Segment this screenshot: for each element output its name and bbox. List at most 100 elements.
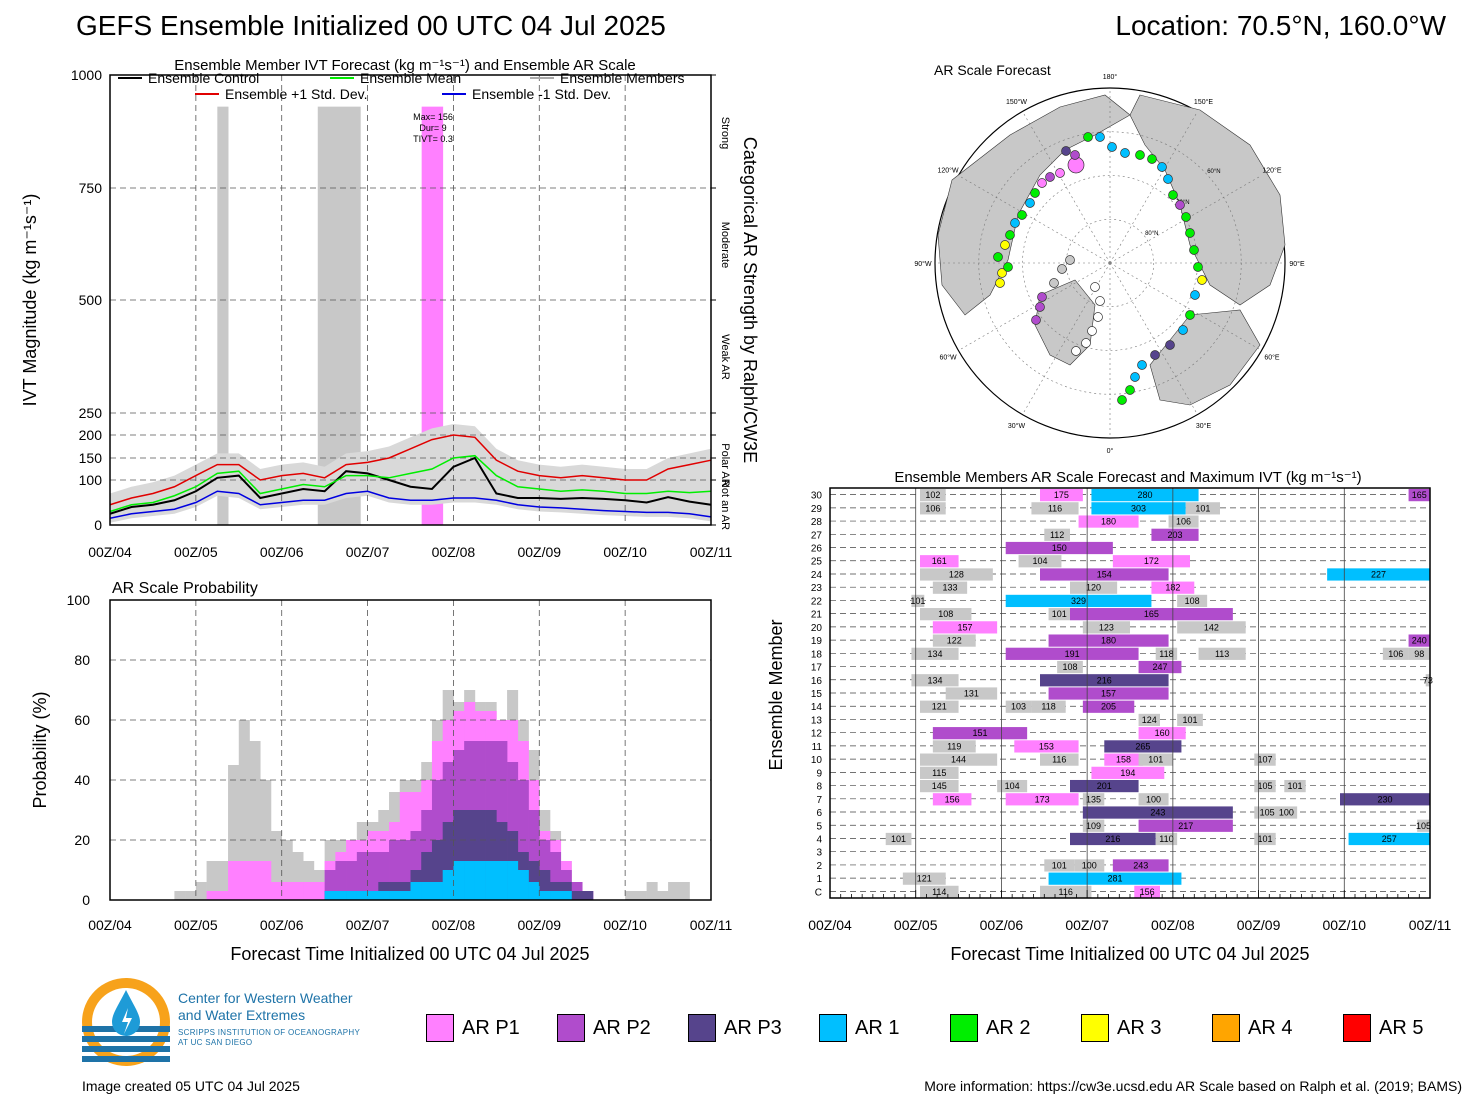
ar-bar-2 xyxy=(421,106,444,525)
member-event-label-9: 106 xyxy=(1176,517,1191,527)
prob-bar-4-25 xyxy=(378,891,390,900)
map-meridian-4 xyxy=(1109,262,1262,351)
map-lon-label-5: 30°E xyxy=(1196,422,1212,430)
location-label: Location: 70.5°N, 160.0°W xyxy=(1115,10,1446,41)
member-event-label-90: 281 xyxy=(1107,874,1122,884)
map-ar-dot-20 xyxy=(1135,150,1145,160)
map-ar-dot-8 xyxy=(1025,198,1035,208)
member-label-12: 12 xyxy=(811,729,823,740)
member-event-68 xyxy=(1254,779,1276,793)
member-label-3: 3 xyxy=(816,848,822,859)
prob-x-tick-0: 00Z/04 xyxy=(88,917,132,933)
legend-label-2: Ensemble Members xyxy=(560,70,685,86)
legend-swatch-6 xyxy=(1212,1014,1240,1042)
member-event-25 xyxy=(920,608,972,621)
prob-bar-0-50 xyxy=(646,882,658,900)
member-event-label-66: 104 xyxy=(1005,781,1020,791)
member-event-52 xyxy=(1177,713,1203,727)
map-meridian-5 xyxy=(1109,262,1198,415)
prob-bar-4-38 xyxy=(517,870,529,900)
member-event-label-27: 165 xyxy=(1144,609,1159,619)
member-event-24 xyxy=(1177,594,1208,608)
right-category-1: Moderate xyxy=(719,222,731,268)
map-lon-label-6: 0° xyxy=(1107,447,1114,455)
map-meridian-10 xyxy=(958,175,1111,264)
member-event-1 xyxy=(1040,489,1083,502)
member-event-56 xyxy=(1014,740,1079,753)
prob-y-tick-0: 0 xyxy=(82,892,90,908)
prob-x-tick-6: 00Z/10 xyxy=(603,917,647,933)
prob-bar-4-21 xyxy=(335,891,347,900)
member-x-tick-6: 00Z/10 xyxy=(1322,917,1366,933)
member-label-5: 5 xyxy=(816,821,822,832)
member-event-label-61: 101 xyxy=(1148,755,1163,765)
legend-label-text-5: AR 3 xyxy=(1117,1016,1162,1039)
member-label-27: 27 xyxy=(811,530,823,541)
legend-item-6: AR 4 xyxy=(1212,1012,1292,1044)
ar-category-legend: AR P1 AR P2 AR P3 AR 1 AR 2 AR 3 AR 4 AR 5 xyxy=(420,1012,1460,1048)
member-event-label-8: 180 xyxy=(1101,517,1116,527)
prob-bar-4-34 xyxy=(474,861,486,900)
member-event-label-80: 105 xyxy=(1416,821,1431,831)
member-event-30 xyxy=(1177,621,1246,634)
map-meridian-1 xyxy=(1109,111,1198,264)
member-event-label-10: 112 xyxy=(1050,530,1064,540)
member-event-label-84: 101 xyxy=(1257,834,1272,844)
member-event-42 xyxy=(911,674,959,687)
member-event-label-19: 133 xyxy=(942,583,957,593)
map-ar-dot-31 xyxy=(1190,290,1200,300)
legend-item-7: AR 5 xyxy=(1343,1012,1423,1044)
member-event-5 xyxy=(1031,502,1079,515)
member-label-16: 16 xyxy=(811,676,823,687)
prob-bar-1-14 xyxy=(260,861,272,900)
member-event-33 xyxy=(1408,634,1430,647)
member-event-label-33: 240 xyxy=(1412,636,1427,646)
map-ar-dot-24 xyxy=(1168,190,1178,200)
prob-bar-4-23 xyxy=(356,891,368,900)
member-event-69 xyxy=(1284,779,1306,793)
prob-bar-4-29 xyxy=(421,882,433,900)
map-ar-dot-39 xyxy=(1117,395,1127,405)
prob-bar-4-31 xyxy=(442,870,454,900)
logo-line2: and Water Extremes xyxy=(178,1007,306,1023)
member-event-label-32: 180 xyxy=(1101,636,1116,646)
member-event-45 xyxy=(945,687,998,700)
prob-y-tick-40: 40 xyxy=(74,772,90,788)
legend-swatch-7 xyxy=(1343,1014,1371,1042)
map-ar-dot-23 xyxy=(1163,174,1173,184)
member-event-label-93: 156 xyxy=(1140,887,1155,897)
legend-label-0: Ensemble Control xyxy=(148,70,259,86)
member-label-10: 10 xyxy=(811,755,823,766)
legend-label-4: Ensemble -1 Std. Dev. xyxy=(472,86,611,102)
prob-bar-1-13 xyxy=(249,861,261,900)
member-event-label-71: 173 xyxy=(1035,794,1050,804)
member-event-label-41: 247 xyxy=(1152,662,1167,672)
prob-bar-3-35 xyxy=(485,810,497,900)
member-event-label-60: 158 xyxy=(1116,755,1131,765)
y-tick-500: 500 xyxy=(79,292,103,308)
prob-bar-1-19 xyxy=(313,882,325,900)
annotation-1: Dur= 9 xyxy=(419,123,446,133)
right-axis-label: Categorical AR Strength by Ralph/CW3E xyxy=(740,137,760,463)
y-tick-250: 250 xyxy=(79,405,103,421)
member-event-label-45: 131 xyxy=(964,689,979,699)
prob-bar-0-15 xyxy=(270,831,283,900)
prob-bar-0-49 xyxy=(635,891,647,900)
member-event-31 xyxy=(932,634,976,647)
member-event-81 xyxy=(885,832,912,846)
x-tick-3: 00Z/07 xyxy=(346,544,390,560)
map-lat-label-2: 80°N xyxy=(1145,231,1158,237)
member-event-label-63: 115 xyxy=(932,768,946,778)
map-ar-dot-43 xyxy=(1049,278,1059,288)
prob-bar-3-34 xyxy=(474,810,486,900)
map-ar-dot-42 xyxy=(1037,292,1047,302)
member-label-11: 11 xyxy=(812,742,823,753)
member-event-17 xyxy=(1040,568,1169,581)
ivt-plot-frame xyxy=(109,74,712,526)
member-event-label-15: 172 xyxy=(1144,556,1159,566)
logo-line1: Center for Western Weather xyxy=(178,990,353,1006)
map-ar-dot-14 xyxy=(1061,146,1071,156)
map-ar-dot-47 xyxy=(1095,296,1105,306)
prob-bar-0-7 xyxy=(185,891,197,900)
member-label-6: 6 xyxy=(816,808,822,819)
